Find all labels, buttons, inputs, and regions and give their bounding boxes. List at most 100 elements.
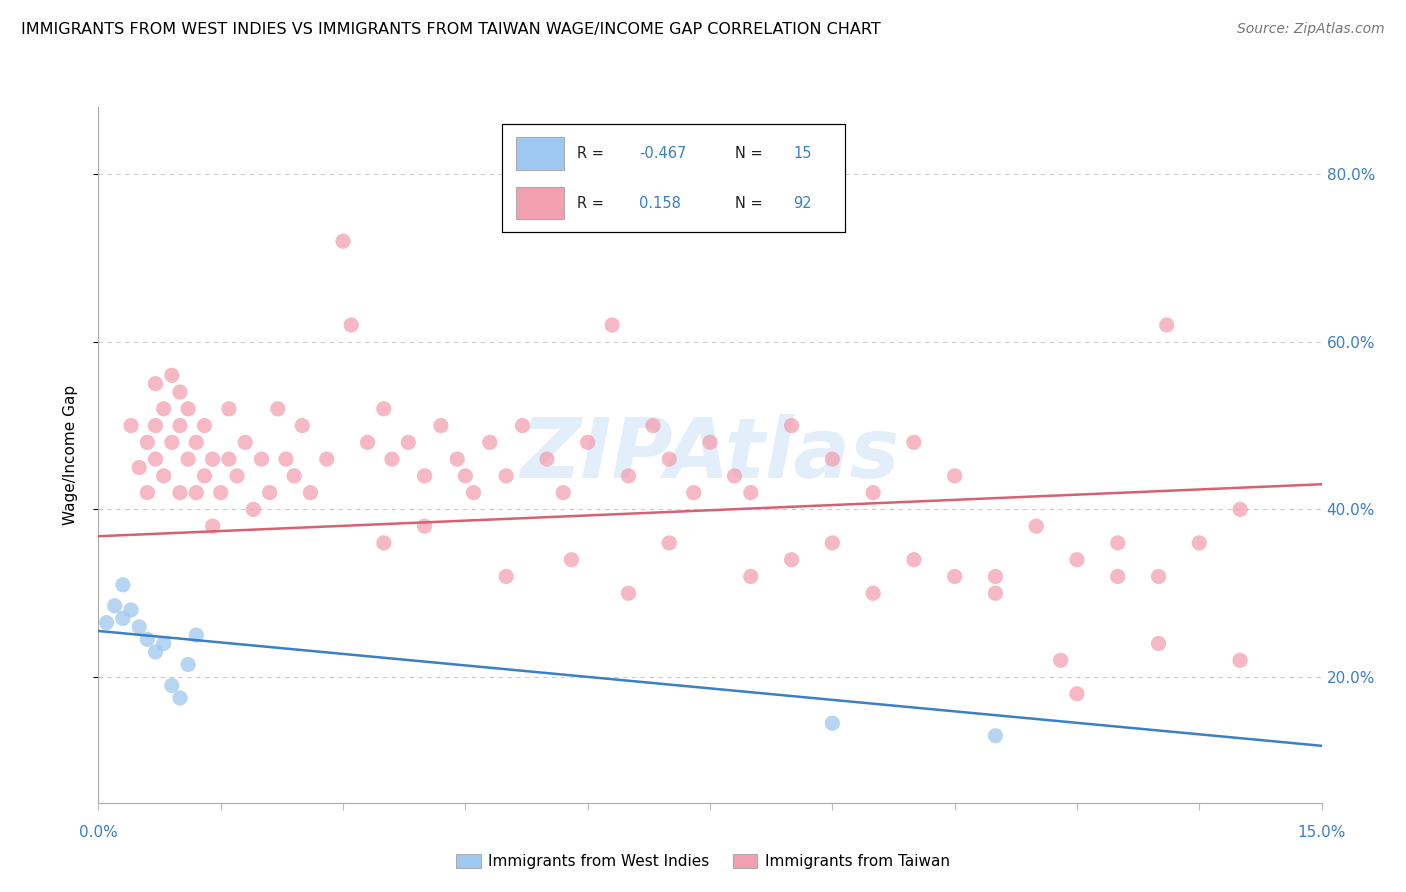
Point (862, 485, 884, 500)
Point (145, 645, 167, 659)
Point (169, 418, 191, 433)
Text: Source: ZipAtlas.com: Source: ZipAtlas.com (1237, 22, 1385, 37)
Point (136, 632, 159, 647)
Point (780, 552, 803, 566)
Point (177, 452, 200, 467)
Point (381, 452, 404, 467)
Point (226, 468, 249, 483)
Point (682, 485, 704, 500)
Point (1066, 687, 1088, 701)
Point (463, 485, 485, 500)
Point (283, 468, 305, 483)
Point (267, 401, 290, 416)
Point (332, 234, 354, 248)
Point (169, 485, 191, 500)
Text: 0.0%: 0.0% (79, 825, 118, 840)
Text: IMMIGRANTS FROM WEST INDIES VS IMMIGRANTS FROM TAIWAN WAGE/INCOME GAP CORRELATIO: IMMIGRANTS FROM WEST INDIES VS IMMIGRANT… (21, 22, 880, 37)
Point (1147, 636, 1170, 650)
Point (903, 435, 925, 450)
Point (821, 452, 844, 467)
Point (740, 485, 762, 500)
Point (943, 569, 966, 583)
Point (169, 385, 191, 400)
Point (145, 376, 167, 391)
Point (862, 586, 884, 600)
Point (446, 452, 468, 467)
Point (193, 468, 215, 483)
Point (478, 435, 501, 450)
Point (233, 435, 256, 450)
Point (111, 611, 134, 625)
Point (186, 628, 208, 642)
Point (209, 485, 232, 500)
Point (1066, 552, 1088, 566)
Point (553, 485, 575, 500)
Y-axis label: Wage/Income Gap: Wage/Income Gap (63, 384, 77, 525)
Point (495, 468, 517, 483)
Point (145, 452, 167, 467)
Point (160, 368, 183, 383)
Point (160, 435, 183, 450)
Point (152, 636, 174, 650)
Point (1229, 502, 1251, 516)
Point (984, 586, 1007, 600)
Point (723, 468, 745, 483)
Text: 15.0%: 15.0% (1298, 825, 1346, 840)
Point (430, 418, 453, 433)
Point (536, 452, 558, 467)
Point (356, 435, 378, 450)
Point (169, 691, 191, 706)
Point (186, 435, 208, 450)
Point (1107, 536, 1129, 550)
Point (641, 418, 664, 433)
Point (740, 569, 762, 583)
Point (821, 716, 844, 731)
Point (576, 435, 599, 450)
Point (617, 586, 640, 600)
Point (454, 468, 477, 483)
Point (145, 418, 167, 433)
Point (984, 569, 1007, 583)
Point (340, 318, 363, 332)
Point (1107, 569, 1129, 583)
Point (600, 318, 623, 332)
Point (1188, 536, 1211, 550)
Point (984, 729, 1007, 743)
Point (242, 502, 264, 516)
Point (111, 578, 134, 592)
Point (177, 401, 200, 416)
Point (128, 460, 150, 475)
Point (315, 452, 337, 467)
Legend: Immigrants from West Indies, Immigrants from Taiwan: Immigrants from West Indies, Immigrants … (450, 848, 956, 875)
Point (943, 468, 966, 483)
Point (120, 418, 142, 433)
Point (259, 485, 281, 500)
Point (104, 599, 127, 613)
Point (186, 485, 208, 500)
Point (658, 536, 681, 550)
Point (177, 657, 200, 672)
Point (274, 452, 297, 467)
Point (120, 603, 142, 617)
Point (1229, 653, 1251, 667)
Point (291, 418, 314, 433)
Point (821, 536, 844, 550)
Point (152, 468, 174, 483)
Point (152, 401, 174, 416)
Point (96, 615, 118, 630)
Point (373, 401, 395, 416)
Point (201, 452, 224, 467)
Point (903, 552, 925, 566)
Point (658, 452, 681, 467)
Point (218, 401, 240, 416)
Point (201, 519, 224, 533)
Point (1156, 318, 1178, 332)
Point (250, 452, 273, 467)
Text: ZIPAtlas: ZIPAtlas (520, 415, 900, 495)
Point (617, 468, 640, 483)
Point (136, 435, 159, 450)
Point (1025, 519, 1047, 533)
Point (780, 418, 803, 433)
Point (373, 536, 395, 550)
Point (299, 485, 322, 500)
